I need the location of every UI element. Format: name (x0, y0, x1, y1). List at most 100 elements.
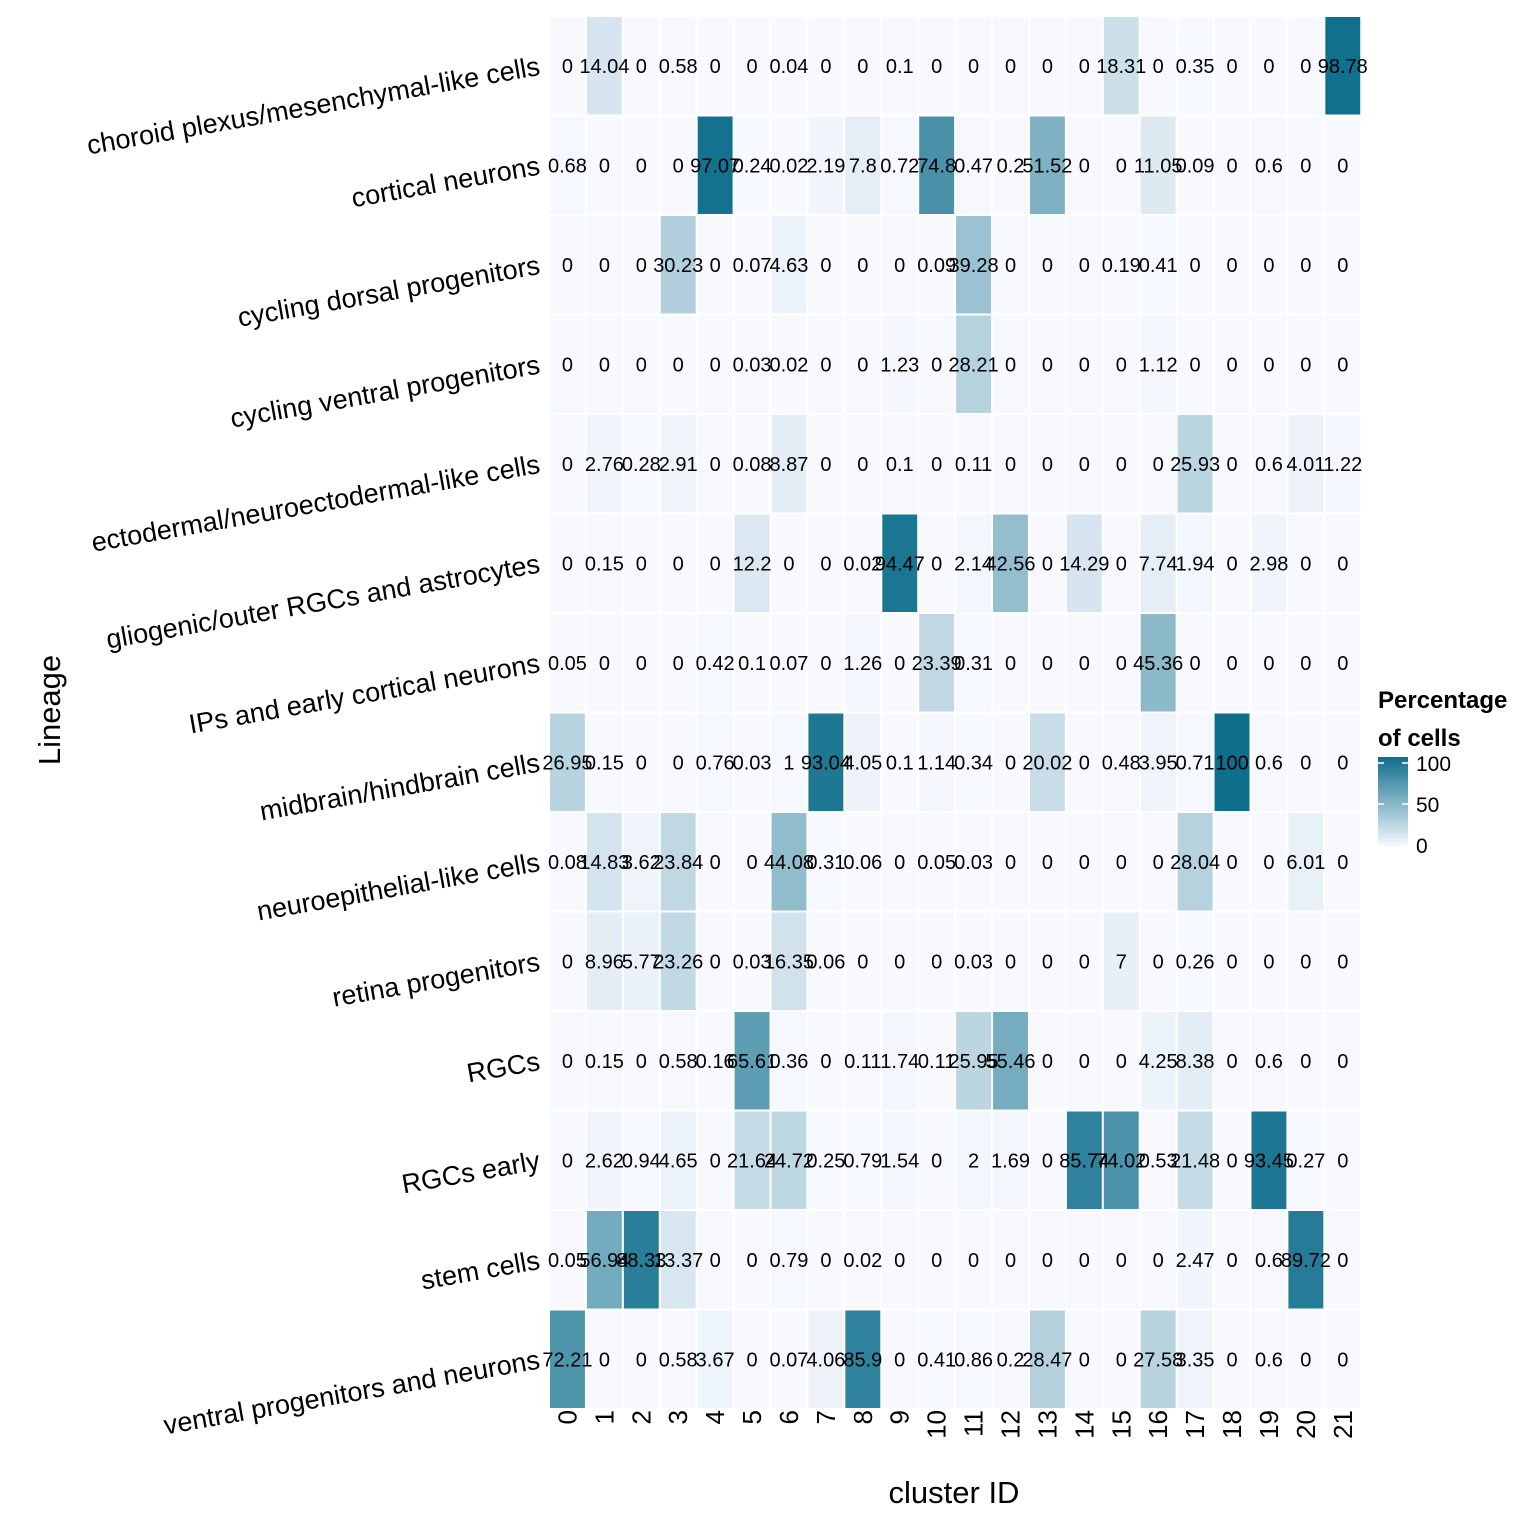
cell-value-label: 4.65 (659, 1150, 698, 1172)
heatmap-cell (919, 116, 955, 214)
heatmap-cell (623, 614, 659, 712)
heatmap-cell (734, 17, 770, 115)
cell-value-label: 12.2 (733, 553, 772, 575)
column-label: 9 (885, 1410, 915, 1424)
cell-value-label: 11.05 (1134, 155, 1183, 177)
cell-value-label: 4.63 (770, 255, 809, 277)
cell-value-label: 0 (1337, 1250, 1348, 1272)
heatmap-cell (550, 614, 585, 712)
cell-value-label: 28.21 (949, 354, 999, 376)
heatmap-cell (882, 315, 918, 413)
cell-value-label: 0.02 (843, 1250, 882, 1272)
heatmap-cell (919, 813, 955, 911)
heatmap-cell (1288, 813, 1324, 911)
column-label: 3 (663, 1410, 693, 1424)
heatmap-cell (1177, 315, 1213, 413)
cell-value-label: 45.36 (1133, 653, 1183, 675)
heatmap-cell (956, 912, 992, 1010)
heatmap-cell (1288, 912, 1324, 1010)
cell-value-label: 3.35 (1176, 1349, 1215, 1371)
cell-value-label: 0.11 (918, 1051, 955, 1073)
heatmap-cell (623, 1111, 659, 1209)
heatmap-cell (697, 1211, 733, 1309)
heatmap-cell (956, 614, 992, 712)
heatmap-cell (1177, 614, 1213, 712)
cell-value-label: 0 (710, 553, 721, 575)
heatmap-cell (623, 1012, 659, 1110)
cell-value-label: 0 (1263, 354, 1274, 376)
cell-value-label: 0 (1300, 56, 1311, 78)
cell-value-label: 0.72 (880, 155, 919, 177)
heatmap-cell (771, 614, 807, 712)
heatmap-cell (1251, 514, 1287, 612)
cell-value-label: 55.46 (985, 1051, 1035, 1073)
cell-value-label: 0 (1079, 454, 1090, 476)
heatmap-cell (1325, 116, 1361, 214)
heatmap-cell (771, 216, 807, 314)
cell-value-label: 0.28 (622, 454, 661, 476)
cell-value-label: 0.6 (1255, 1250, 1283, 1272)
cell-value-label: 2.98 (1249, 553, 1288, 575)
cell-value-label: 2.19 (806, 155, 845, 177)
cell-value-label: 0.42 (696, 653, 735, 675)
cell-value-label: 0 (1042, 1051, 1053, 1073)
heatmap-cell (845, 1211, 881, 1309)
cell-value-label: 0 (1005, 1250, 1016, 1272)
heatmap-cell (1251, 1310, 1287, 1408)
cell-value-label: 0 (710, 1250, 721, 1272)
heatmap-cell (1214, 315, 1250, 413)
cell-value-label: 0.6 (1255, 1349, 1283, 1371)
cell-value-label: 0 (1226, 1349, 1237, 1371)
cell-value-label: 0 (1005, 951, 1016, 973)
heatmap-cell (1251, 216, 1287, 314)
heatmap-cell (771, 1310, 807, 1408)
heatmap-cell (697, 315, 733, 413)
cell-value-label: 0 (1337, 852, 1348, 874)
heatmap-cell (1066, 216, 1102, 314)
cell-value-label: 0 (931, 1150, 942, 1172)
heatmap-cell (808, 1310, 844, 1408)
cell-value-label: 0 (1300, 155, 1311, 177)
cell-value-label: 0 (1079, 653, 1090, 675)
cell-value-label: 0.05 (548, 1250, 587, 1272)
cell-value-label: 0.41 (1139, 255, 1178, 277)
cell-value-label: 0.11 (844, 1051, 881, 1073)
cell-value-label: 0 (1079, 56, 1090, 78)
cell-value-label: 0 (1226, 454, 1237, 476)
heatmap-cell (1029, 415, 1065, 513)
heatmap-cell (919, 614, 955, 712)
heatmap-cell (660, 415, 696, 513)
cell-value-label: 0 (1042, 1150, 1053, 1172)
cell-value-label: 4.05 (843, 752, 882, 774)
cell-value-label: 27.58 (1133, 1349, 1183, 1371)
cell-value-label: 0 (894, 255, 905, 277)
cell-value-label: 89.72 (1281, 1250, 1331, 1272)
heatmap-cell (623, 116, 659, 214)
cell-value-label: 0.68 (548, 155, 587, 177)
heatmap-cell (1325, 17, 1361, 115)
cell-value-label: 0.07 (770, 1349, 809, 1371)
cell-value-label: 0.6 (1255, 155, 1283, 177)
cell-value-label: 98.78 (1318, 56, 1368, 78)
heatmap-cell (1325, 415, 1361, 513)
cell-value-label: 0 (1042, 454, 1053, 476)
cell-value-label: 0 (1079, 354, 1090, 376)
cell-value-label: 0 (1116, 155, 1127, 177)
cell-value-label: 88.33 (616, 1250, 666, 1272)
cell-value-label: 0.1 (886, 56, 914, 78)
heatmap-cell (1029, 1310, 1065, 1408)
heatmap-cell (1029, 116, 1065, 214)
heatmap-cell (882, 813, 918, 911)
cell-value-label: 0 (636, 354, 647, 376)
cell-value-label: 5.77 (622, 951, 661, 973)
heatmap-cell (1251, 713, 1287, 811)
cell-value-label: 23.26 (653, 951, 703, 973)
cell-value-label: 4.25 (1139, 1051, 1178, 1073)
heatmap-cell (1103, 912, 1139, 1010)
heatmap-cell (1325, 216, 1361, 314)
cell-value-label: 0 (1337, 951, 1348, 973)
cell-value-label: 74.02 (1096, 1150, 1146, 1172)
row-label: IPs and early cortical neurons (187, 648, 542, 739)
heatmap-cell (1029, 713, 1065, 811)
heatmap-cell (660, 912, 696, 1010)
